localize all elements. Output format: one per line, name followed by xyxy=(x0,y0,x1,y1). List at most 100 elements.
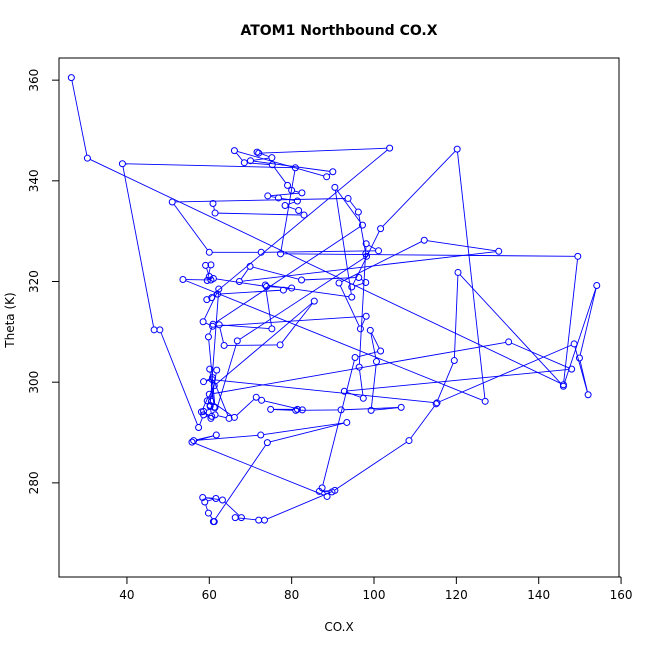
series-line-segment xyxy=(216,279,263,286)
data-point xyxy=(119,161,125,167)
data-point xyxy=(216,322,222,328)
data-point xyxy=(332,184,338,190)
series-line-segment xyxy=(206,323,210,325)
series-line-segment xyxy=(271,196,276,197)
series-line-segment xyxy=(411,406,435,438)
series-line-segment xyxy=(267,492,332,519)
series-line-segment xyxy=(270,423,344,442)
series-line-segment xyxy=(211,409,212,413)
data-point xyxy=(231,148,237,154)
data-point xyxy=(269,326,275,332)
data-point xyxy=(311,298,317,304)
data-point xyxy=(576,355,582,361)
series-layer xyxy=(68,75,599,525)
series-line-segment xyxy=(72,81,87,156)
data-point xyxy=(196,424,202,430)
data-point xyxy=(376,248,382,254)
plot-frame xyxy=(59,58,619,577)
data-point xyxy=(373,359,379,365)
data-point xyxy=(360,395,366,401)
series-line-segment xyxy=(236,153,242,160)
data-point xyxy=(264,440,270,446)
data-point xyxy=(285,182,291,188)
data-point xyxy=(268,406,274,412)
series-line-segment xyxy=(288,207,296,210)
series-line-segment xyxy=(271,193,299,195)
data-point xyxy=(357,326,363,332)
data-point xyxy=(378,348,384,354)
series-line-segment xyxy=(218,416,226,418)
data-point xyxy=(336,280,342,286)
data-point xyxy=(277,342,283,348)
data-point xyxy=(151,327,157,333)
series-line-segment xyxy=(174,204,208,250)
series-line-segment xyxy=(238,518,256,520)
series-line-segment xyxy=(253,161,329,171)
series-line-segment xyxy=(225,502,240,516)
series-line-segment xyxy=(237,399,254,415)
y-tick-label: 320 xyxy=(27,270,41,293)
data-point xyxy=(157,327,163,333)
series-line-segment xyxy=(458,152,485,398)
data-point xyxy=(221,342,227,348)
x-tick-label: 120 xyxy=(445,588,468,602)
series-line-segment xyxy=(264,423,344,435)
series-line-segment xyxy=(123,167,154,327)
series-line-segment xyxy=(195,443,324,495)
data-point xyxy=(234,338,240,344)
series-line-segment xyxy=(215,445,266,519)
series-line-segment xyxy=(383,151,455,226)
series-line-segment xyxy=(216,344,237,412)
data-point xyxy=(212,210,218,216)
data-point xyxy=(387,145,393,151)
series-line-segment xyxy=(200,418,203,425)
series-line-segment xyxy=(220,328,224,343)
series-line-segment xyxy=(427,241,496,251)
data-point xyxy=(345,195,351,201)
data-point xyxy=(378,226,384,232)
data-point xyxy=(594,283,600,289)
series-line-segment xyxy=(218,213,301,215)
series-line-segment xyxy=(208,499,213,501)
data-point xyxy=(421,237,427,243)
data-point xyxy=(84,155,90,161)
series-line-segment xyxy=(217,303,312,384)
data-point xyxy=(585,392,591,398)
chart-title: ATOM1 Northbound CO.X xyxy=(240,23,437,39)
data-point xyxy=(265,193,271,199)
series-line-segment xyxy=(221,290,281,294)
data-point xyxy=(205,334,211,340)
y-tick-label: 340 xyxy=(27,169,41,192)
data-point xyxy=(254,149,260,155)
x-tick-label: 100 xyxy=(363,588,386,602)
x-tick-label: 140 xyxy=(527,588,550,602)
data-point xyxy=(68,75,74,81)
x-tick-label: 40 xyxy=(119,588,134,602)
series-line-segment xyxy=(262,148,387,153)
data-point xyxy=(355,209,361,215)
series-line-segment xyxy=(340,286,359,326)
series-line-segment xyxy=(350,201,357,210)
data-point xyxy=(241,160,247,166)
data-point xyxy=(455,269,461,275)
y-tick-label: 300 xyxy=(27,371,41,394)
series-line-segment xyxy=(207,268,209,273)
series-line-segment xyxy=(454,275,457,357)
data-point xyxy=(205,510,211,516)
data-point xyxy=(506,339,512,345)
data-point xyxy=(349,284,355,290)
series-line-segment xyxy=(355,283,363,286)
data-point xyxy=(294,198,300,204)
series-line-segment xyxy=(284,254,575,256)
data-point xyxy=(324,493,330,499)
data-point xyxy=(201,379,207,385)
data-point xyxy=(344,419,350,425)
data-point xyxy=(169,199,175,205)
data-point xyxy=(261,517,267,523)
data-point xyxy=(349,294,355,300)
series-line-segment xyxy=(274,167,286,183)
data-point xyxy=(406,438,412,444)
series-line-segment xyxy=(353,231,379,284)
data-point xyxy=(482,398,488,404)
